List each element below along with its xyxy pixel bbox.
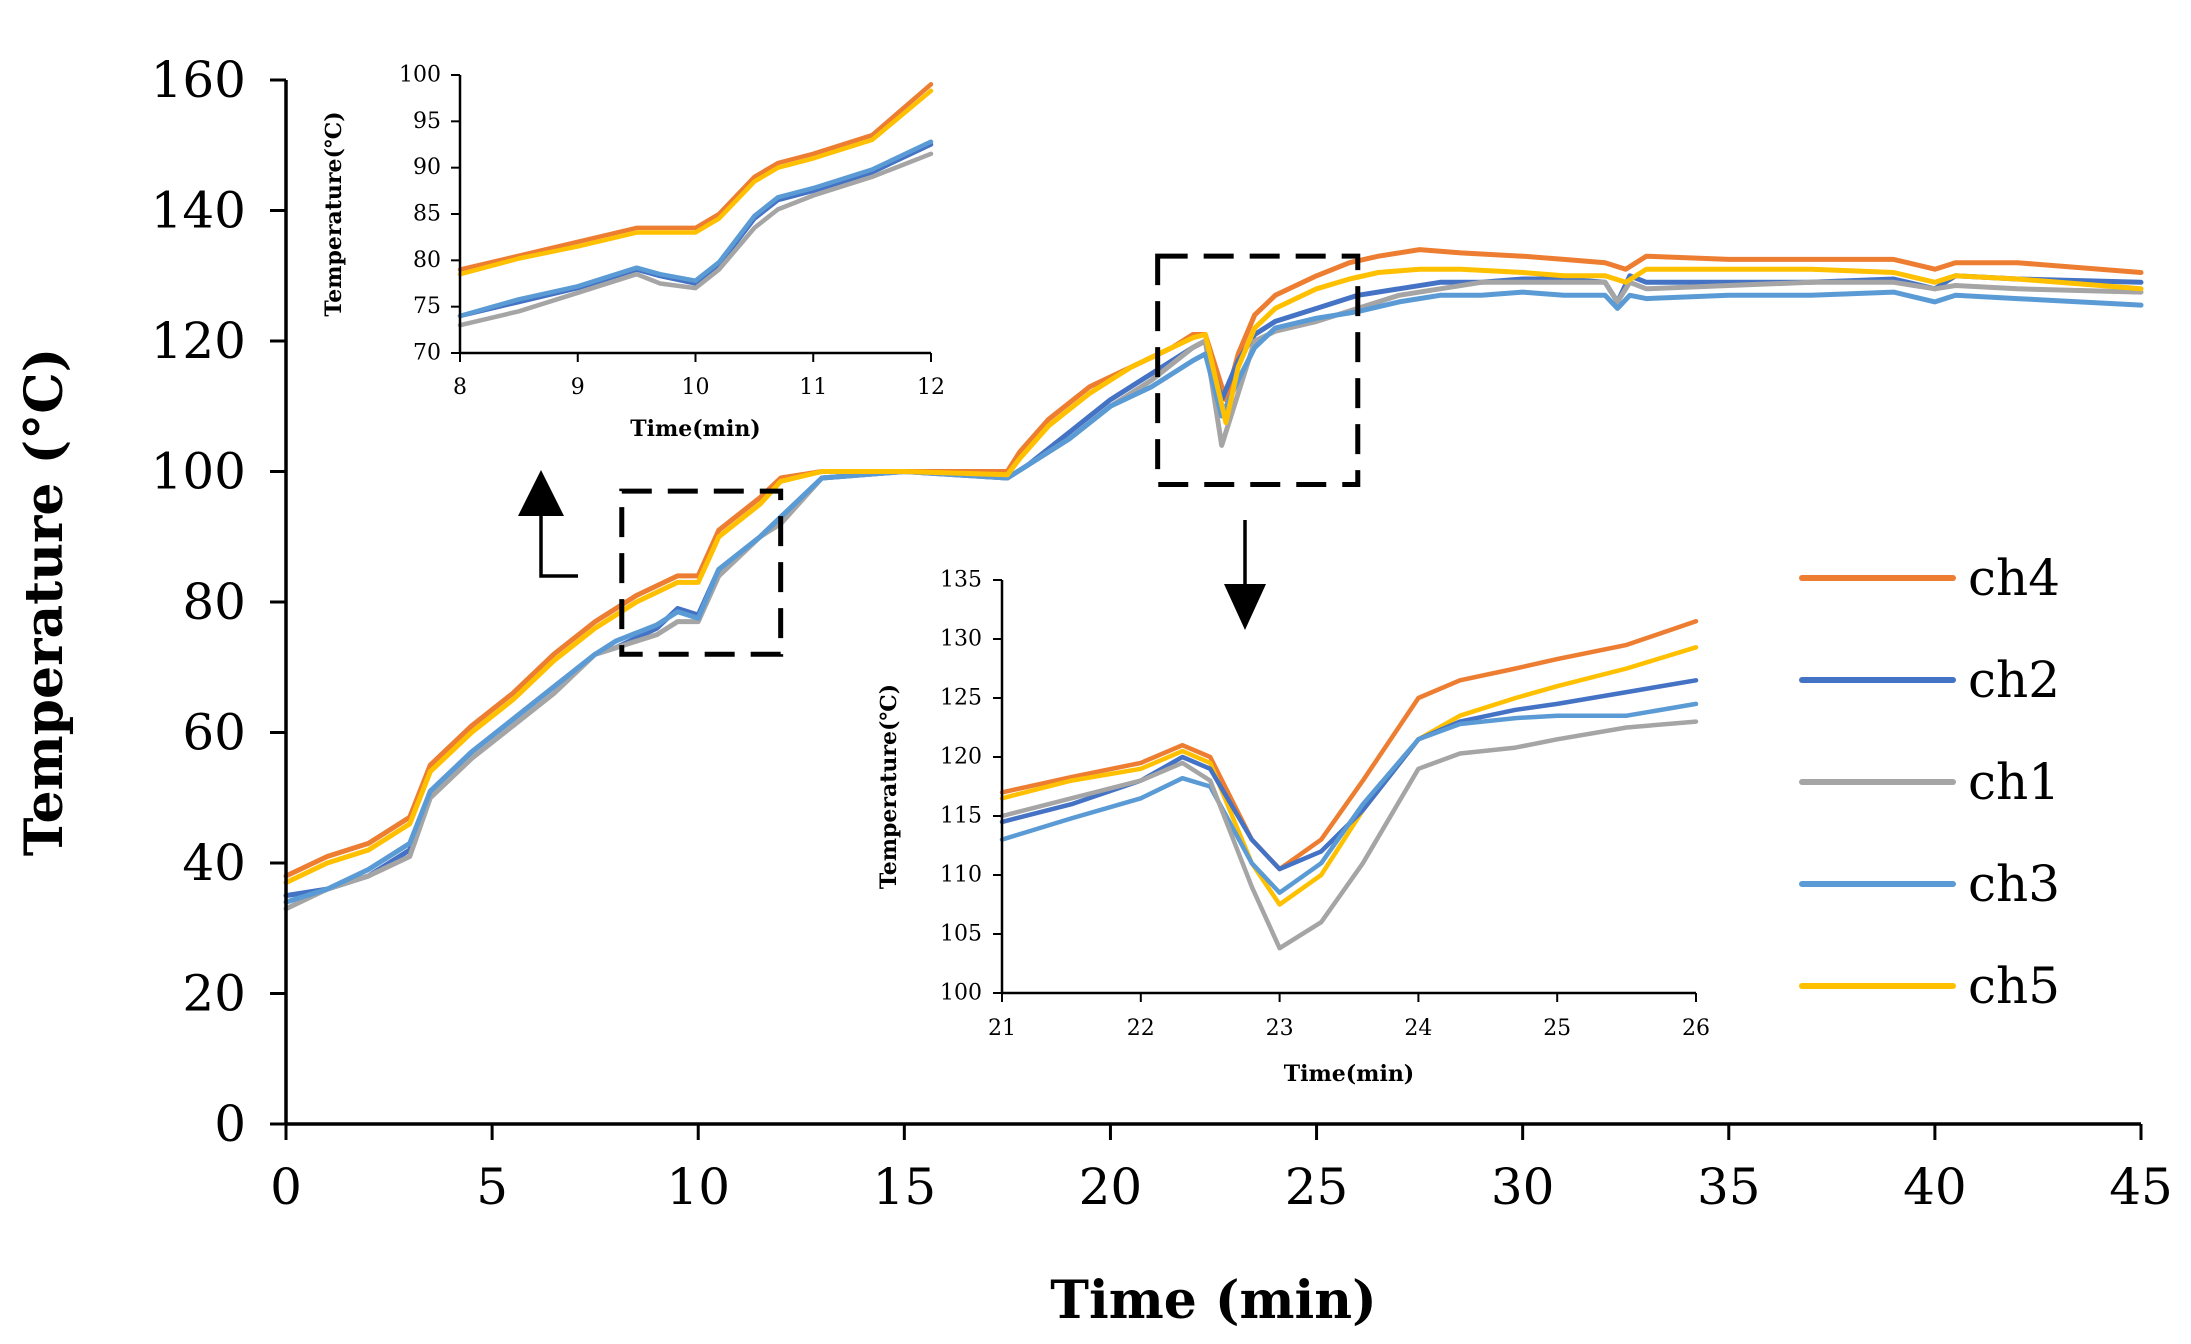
inset1-y-tick-label: 75 — [413, 294, 441, 319]
zoom-box-inset2 — [1155, 253, 1361, 488]
main-series-ch3 — [283, 289, 2144, 905]
main-y-axis-title: Temperature (°C) — [14, 348, 75, 856]
main-y-tick-label: 100 — [151, 443, 246, 501]
inset1-y-tick-label: 70 — [413, 341, 441, 366]
inset2-x-tick-label: 26 — [1682, 1016, 1710, 1041]
legend-label-ch1: ch1 — [1968, 753, 2060, 811]
inset1-series-ch4 — [457, 82, 934, 272]
main-series-ch5 — [283, 266, 2144, 886]
inset2-y-tick-label: 105 — [940, 922, 982, 947]
inset2-y-tick-label: 100 — [940, 981, 982, 1006]
inset1-y-tick-label: 90 — [413, 155, 441, 180]
legend-label-ch4: ch4 — [1968, 549, 2060, 607]
inset2-y-axis-title: Temperature(℃) — [876, 684, 902, 889]
arrow-to-inset1-head — [518, 470, 564, 516]
inset1-y-tick-label: 100 — [399, 63, 441, 88]
inset1-y-tick-label: 85 — [413, 202, 441, 227]
inset2-x-tick-label: 23 — [1266, 1016, 1294, 1041]
zoom-box-inset1 — [619, 488, 784, 657]
legend-label-ch3: ch3 — [1968, 855, 2060, 913]
inset1-chart: 70 75 80 85 90 95 100 8 9 10 11 12 Time(min) Temperat… — [321, 63, 945, 443]
main-x-tick-label: 5 — [476, 1158, 508, 1216]
main-x-tick-label: 35 — [1697, 1158, 1761, 1216]
main-x-axis-title: Time (min) — [1050, 1270, 1376, 1331]
inset2-y-tick-label: 110 — [940, 863, 982, 888]
inset2-series-ch1 — [999, 719, 1699, 951]
main-y-tick-label: 0 — [214, 1095, 246, 1153]
main-x-tick-label: 30 — [1491, 1158, 1555, 1216]
main-y-tick-label: 140 — [151, 182, 246, 240]
inset1-y-tick-label: 80 — [413, 248, 441, 273]
inset2-y-tick-label: 130 — [940, 627, 982, 652]
inset2-y-tick-label: 115 — [940, 804, 982, 829]
legend-label-ch5: ch5 — [1968, 957, 2060, 1015]
inset1-x-tick-label: 12 — [917, 375, 945, 400]
inset1-x-tick-label: 9 — [571, 375, 585, 400]
arrow-to-inset1-line — [539, 500, 578, 578]
main-y-tick-label: 160 — [151, 51, 246, 109]
main-y-tick-label: 120 — [151, 312, 246, 370]
inset2-y-tick-label: 120 — [940, 745, 982, 770]
main-x-tick-label: 10 — [666, 1158, 730, 1216]
inset1-y-tick-label: 95 — [413, 109, 441, 134]
main-x-tick-label: 20 — [1079, 1158, 1143, 1216]
inset2-y-tick-label: 125 — [940, 686, 982, 711]
main-y-tick-label: 20 — [182, 965, 246, 1023]
legend-label-ch2: ch2 — [1968, 651, 2060, 709]
main-x-tick-label: 45 — [2109, 1158, 2173, 1216]
inset1-x-tick-label: 10 — [682, 375, 710, 400]
inset2-x-tick-label: 24 — [1404, 1016, 1432, 1041]
inset2-x-tick-label: 25 — [1543, 1016, 1571, 1041]
inset2-series-ch3 — [999, 701, 1699, 895]
main-x-tick-label: 0 — [270, 1158, 302, 1216]
main-x-tick-label: 25 — [1285, 1158, 1349, 1216]
inset2-y-tick-label: 135 — [940, 568, 982, 593]
inset2-x-tick-label: 21 — [988, 1016, 1016, 1041]
inset2-x-tick-label: 22 — [1127, 1016, 1155, 1041]
inset1-series-ch1 — [457, 151, 934, 328]
inset1-x-axis-title: Time(min) — [630, 416, 760, 442]
main-x-tick-label: 40 — [1903, 1158, 1967, 1216]
arrow-to-inset2-head — [1224, 584, 1266, 630]
inset1-x-tick-label: 11 — [799, 375, 827, 400]
inset2-chart: 100 105 110 115 120 125 130 135 21 22 23 24 25 26 Time… — [876, 568, 1710, 1088]
main-y-tick-label: 60 — [182, 704, 246, 762]
inset2-series-ch4 — [999, 619, 1699, 872]
inset2-series-ch5 — [999, 645, 1699, 907]
inset1-series-ch5 — [457, 88, 934, 277]
inset2-x-axis-title: Time(min) — [1284, 1061, 1414, 1087]
main-y-tick-label: 80 — [182, 573, 246, 631]
main-x-tick-label: 15 — [873, 1158, 937, 1216]
inset1-x-tick-label: 8 — [453, 375, 467, 400]
inset1-series-ch3 — [457, 139, 934, 319]
main-y-tick-label: 40 — [182, 834, 246, 892]
inset1-y-axis-title: Temperature(℃) — [321, 111, 347, 316]
main-chart: 0 20 40 60 80 100 120 140 160 0 5 10 15 20 25 30 35 40 45 T… — [14, 51, 2173, 1331]
legend: ch4 ch2 ch1 ch3 ch5 — [1799, 549, 2060, 1015]
